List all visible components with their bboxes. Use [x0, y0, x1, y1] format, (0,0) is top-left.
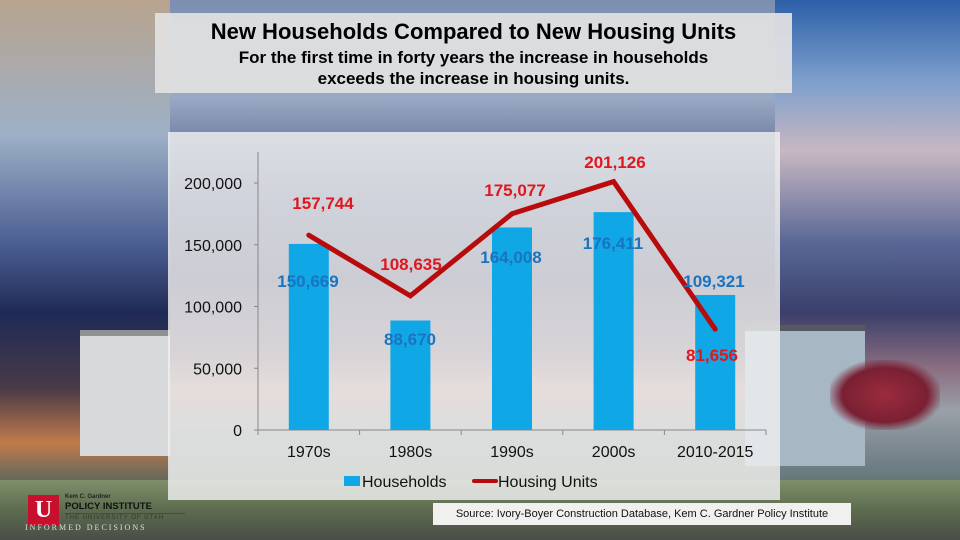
- legend-households-label: Households: [362, 474, 447, 491]
- logo-tagline: INFORMED DECISIONS: [25, 523, 147, 532]
- households-bar: [492, 227, 532, 430]
- legend-housing-units-label: Housing Units: [498, 474, 598, 491]
- housing-units-data-label: 108,635: [380, 255, 441, 274]
- households-bar: [288, 243, 329, 430]
- households-bar: [593, 212, 634, 430]
- x-axis-ticks: 1970s 1980s 1990s 2000s 2010-2015: [257, 430, 767, 461]
- households-data-label: 109,321: [683, 272, 744, 291]
- housing-units-line: [306, 178, 718, 332]
- y-tick-label: 200,000: [184, 176, 242, 193]
- x-tick-label: 2010-2015: [677, 444, 754, 461]
- background-tree: [830, 360, 940, 430]
- background-house-left: [80, 330, 170, 456]
- y-axis-ticks: 0 50,000 100,000 150,000 200,000: [184, 176, 258, 440]
- x-tick-label: 2000s: [592, 444, 636, 461]
- housing-units-data-label: 157,744: [292, 194, 354, 213]
- households-bar: [390, 320, 431, 430]
- households-bars: [288, 212, 736, 430]
- slide-subtitle-line1: For the first time in forty years the in…: [238, 48, 709, 67]
- slide-title: New Households Compared to New Housing U…: [210, 19, 737, 44]
- households-bar: [695, 294, 736, 430]
- households-data-label: 176,411: [583, 234, 644, 253]
- logo-rule: [65, 513, 185, 514]
- legend: Households Housing Units: [344, 474, 598, 491]
- logo-main-text: POLICY INSTITUTE: [65, 501, 152, 512]
- logo-sub-text: THE UNIVERSITY OF UTAH: [65, 515, 165, 521]
- legend-households-swatch: [344, 476, 360, 486]
- housing-units-data-label: 201,126: [584, 153, 645, 172]
- y-tick-label: 50,000: [193, 361, 242, 378]
- university-u-icon: U: [28, 495, 59, 526]
- y-tick-label: 150,000: [184, 238, 242, 255]
- x-tick-label: 1980s: [389, 444, 433, 461]
- x-tick-label: 1970s: [287, 444, 331, 461]
- y-tick-label: 100,000: [184, 300, 242, 317]
- chart-panel: 0 50,000 100,000 150,000 200,000 1970s 1980s 1…: [168, 132, 780, 500]
- households-data-label: 88,670: [384, 330, 436, 349]
- policy-institute-logo: U Kem C. Gardner POLICY INSTITUTE THE UN…: [25, 492, 185, 536]
- background-sky-left: [0, 0, 170, 540]
- y-tick-label: 0: [233, 423, 242, 440]
- households-data-label: 164,008: [480, 248, 541, 267]
- source-note: Source: Ivory-Boyer Construction Databas…: [433, 503, 851, 525]
- x-tick-label: 1990s: [490, 444, 534, 461]
- data-labels: 150,669 88,670 164,008 176,411 109,321 157,74…: [277, 153, 744, 365]
- logo-small-text: Kem C. Gardner: [65, 494, 111, 500]
- housing-units-data-label: 81,656: [686, 346, 738, 365]
- housing-units-data-label: 175,077: [484, 181, 545, 200]
- title-box: New Households Compared to New Housing U…: [155, 13, 792, 93]
- slide-subtitle-line2: exceeds the increase in housing units.: [317, 69, 630, 88]
- households-data-label: 150,669: [277, 272, 338, 291]
